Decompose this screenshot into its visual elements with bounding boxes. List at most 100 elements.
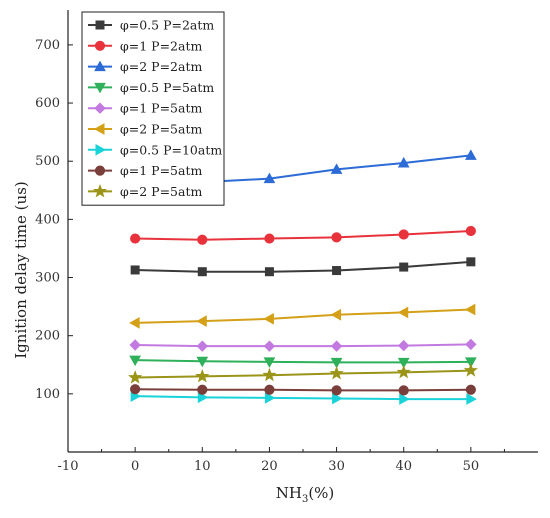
data-point: [330, 340, 343, 352]
data-point: [332, 266, 342, 276]
data-point: [263, 312, 274, 325]
legend-item: φ=1 P=5atm: [88, 101, 202, 116]
x-tick-label: 30: [328, 459, 345, 474]
data-point: [264, 267, 274, 277]
data-point: [330, 308, 342, 321]
series-8: [130, 384, 476, 396]
data-point: [399, 262, 409, 272]
data-point: [330, 357, 343, 369]
data-point: [262, 367, 277, 382]
legend-label: φ=0.5 P=2atm: [120, 18, 214, 33]
legend-label: φ=1 P=2atm: [120, 38, 202, 53]
data-point: [130, 233, 141, 244]
data-point: [263, 340, 276, 352]
data-point: [331, 385, 342, 396]
legend-item: φ=2 P=5atm: [88, 122, 202, 137]
series-line: [135, 343, 471, 348]
x-tick-label: 20: [261, 459, 278, 474]
x-tick-label: 0: [131, 459, 139, 474]
legend-marker: [95, 143, 107, 156]
x-tick-label: 10: [194, 459, 211, 474]
data-point: [466, 257, 476, 267]
series-line: [135, 395, 471, 401]
series-9: [128, 363, 478, 384]
legend-item: φ=0.5 P=2atm: [88, 18, 214, 33]
data-point: [396, 364, 411, 379]
legend: φ=0.5 P=2atm φ=1 P=2atm φ=2 P=2atm φ=0.5 P=…: [81, 11, 225, 206]
series-2: [130, 225, 476, 245]
data-point: [197, 384, 208, 395]
data-point: [466, 393, 477, 405]
y-tick-label: 600: [35, 96, 60, 111]
series-4: [129, 355, 477, 369]
data-point: [264, 384, 275, 395]
data-point: [329, 366, 344, 380]
y-axis-title: Ignition delay time (us): [12, 181, 30, 359]
data-point: [399, 393, 410, 405]
data-point: [331, 232, 342, 243]
series-7: [130, 390, 477, 405]
data-point: [130, 265, 140, 275]
data-point: [264, 233, 275, 244]
data-point: [465, 357, 477, 368]
data-point: [398, 339, 410, 352]
data-point: [129, 355, 141, 367]
legend-label: φ=0.5 P=5atm: [120, 80, 214, 95]
data-point: [264, 392, 276, 404]
y-tick-label: 700: [35, 38, 60, 53]
data-point: [330, 163, 343, 174]
series-line: [135, 369, 471, 379]
legend-item: φ=2 P=5atm: [88, 184, 202, 199]
x-axis-title-main: NH: [276, 484, 302, 502]
series-1: [130, 257, 476, 277]
legend-marker: [93, 123, 105, 135]
data-point: [332, 392, 343, 405]
data-point: [130, 384, 141, 395]
x-tick-label: -10: [58, 459, 79, 474]
data-point: [463, 363, 478, 377]
data-point: [196, 315, 207, 327]
legend-marker: [95, 20, 105, 30]
series-6: [129, 303, 476, 329]
legend-item: φ=1 P=5atm: [88, 163, 202, 178]
legend-marker: [94, 40, 106, 51]
data-point: [195, 368, 210, 383]
data-point: [397, 306, 409, 319]
y-tick-label: 300: [35, 271, 60, 286]
data-point: [129, 317, 140, 329]
data-point: [263, 172, 276, 184]
data-point: [128, 370, 143, 384]
data-point: [196, 340, 208, 352]
x-axis-title: NH3(%): [276, 484, 335, 505]
series-5: [129, 338, 477, 352]
axes: 100 200 300 400 500 600 700 -10 0 10 20 30 40 50: [35, 10, 538, 474]
series-line: [135, 359, 471, 364]
series-line: [135, 308, 471, 324]
y-tick-label: 500: [35, 154, 60, 169]
legend-item: φ=1 P=2atm: [88, 38, 202, 53]
data-point: [397, 156, 410, 168]
y-tick-label: 400: [35, 212, 60, 227]
series-line: [135, 230, 471, 241]
data-point: [398, 385, 409, 396]
legend-item: φ=0.5 P=10atm: [88, 142, 222, 157]
legend-marker: [92, 183, 108, 198]
legend-label: φ=2 P=2atm: [120, 59, 202, 74]
x-axis-title-subscript: 3: [302, 494, 308, 505]
data-point: [465, 338, 477, 351]
data-point: [465, 149, 477, 160]
data-point: [196, 356, 209, 368]
legend-marker: [94, 82, 106, 94]
data-point: [465, 384, 476, 395]
legend-item: φ=2 P=2atm: [88, 59, 202, 74]
x-tick-label: 50: [463, 459, 480, 474]
data-point: [263, 357, 276, 368]
legend-marker: [94, 102, 106, 114]
x-axis-title-suffix: (%): [308, 484, 334, 502]
data-point: [397, 357, 410, 369]
legend-label: φ=1 P=5atm: [120, 163, 202, 178]
data-point: [398, 229, 409, 240]
series-layer: [128, 149, 478, 405]
legend-label: φ=1 P=5atm: [120, 101, 202, 116]
